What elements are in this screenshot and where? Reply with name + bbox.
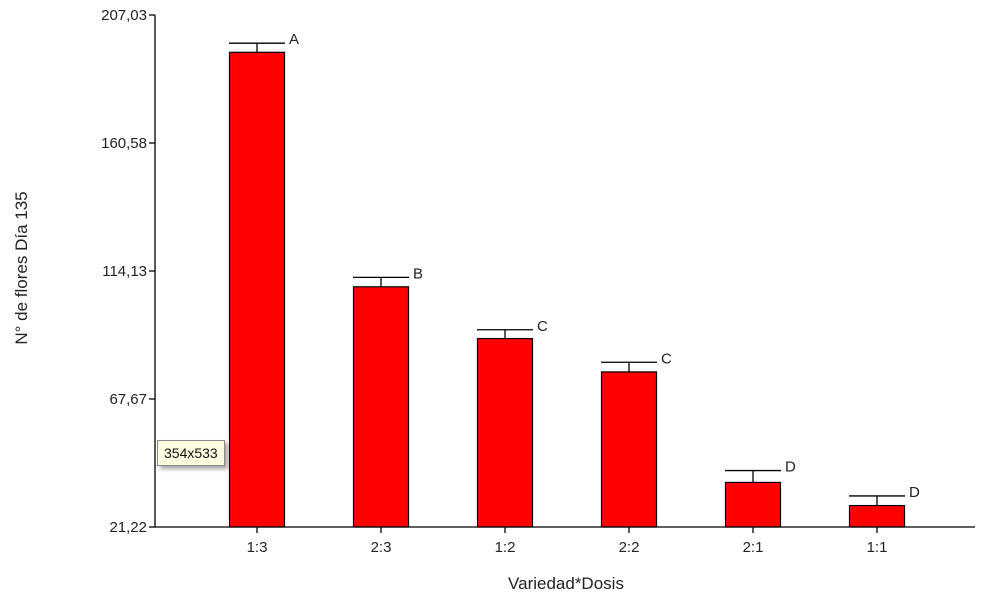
bar	[352, 286, 410, 528]
y-tick-label: 114,13	[102, 263, 147, 280]
significance-letter: C	[661, 350, 672, 367]
size-tooltip: 354x533	[157, 440, 225, 466]
significance-letter: D	[785, 459, 796, 476]
bar	[724, 481, 782, 528]
significance-letter: C	[537, 318, 548, 335]
x-axis: 1:3 2:3 1:2 2:2 2:1 1:1	[155, 526, 975, 556]
x-tick-label: 2:3	[371, 539, 392, 556]
y-tick-label: 207,03	[101, 7, 147, 24]
significance-letter: A	[289, 31, 299, 48]
significance-letter: D	[909, 484, 920, 501]
bar	[476, 337, 534, 528]
x-axis-title: Variedad*Dosis	[508, 574, 624, 593]
y-axis: 21,22 67,67 114,13 160,58 207,03	[101, 7, 156, 536]
significance-letter: B	[413, 265, 423, 282]
y-axis-title: N° de flores Día 135	[12, 191, 31, 344]
y-tick-label: 160,58	[101, 135, 147, 152]
x-tick-label: 1:2	[495, 539, 516, 556]
bar	[848, 504, 906, 528]
bar	[600, 371, 658, 528]
y-tick-label: 67,67	[109, 391, 147, 408]
x-tick-label: 2:1	[743, 539, 764, 556]
x-tick-label: 1:1	[867, 539, 888, 556]
bars-group: A B C C D D	[228, 31, 920, 528]
x-tick-label: 1:3	[247, 539, 268, 556]
bar	[228, 51, 286, 528]
x-tick-label: 2:2	[619, 539, 640, 556]
y-tick-label: 21,22	[109, 519, 147, 536]
